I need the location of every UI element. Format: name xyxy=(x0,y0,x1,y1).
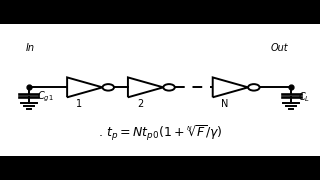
Text: In: In xyxy=(26,43,35,53)
Text: N: N xyxy=(221,99,229,109)
Text: Out: Out xyxy=(270,43,288,53)
Circle shape xyxy=(163,84,175,91)
Circle shape xyxy=(248,84,260,91)
Text: $C_{g1}$: $C_{g1}$ xyxy=(37,90,53,104)
Text: 2: 2 xyxy=(137,99,143,109)
Text: 1: 1 xyxy=(76,99,83,109)
Text: $. \, t_p = N t_{p0}(1 + \sqrt[N]{F}/\gamma)$: $. \, t_p = N t_{p0}(1 + \sqrt[N]{F}/\ga… xyxy=(98,124,222,143)
Circle shape xyxy=(102,84,114,91)
Text: $C_L$: $C_L$ xyxy=(298,90,310,104)
